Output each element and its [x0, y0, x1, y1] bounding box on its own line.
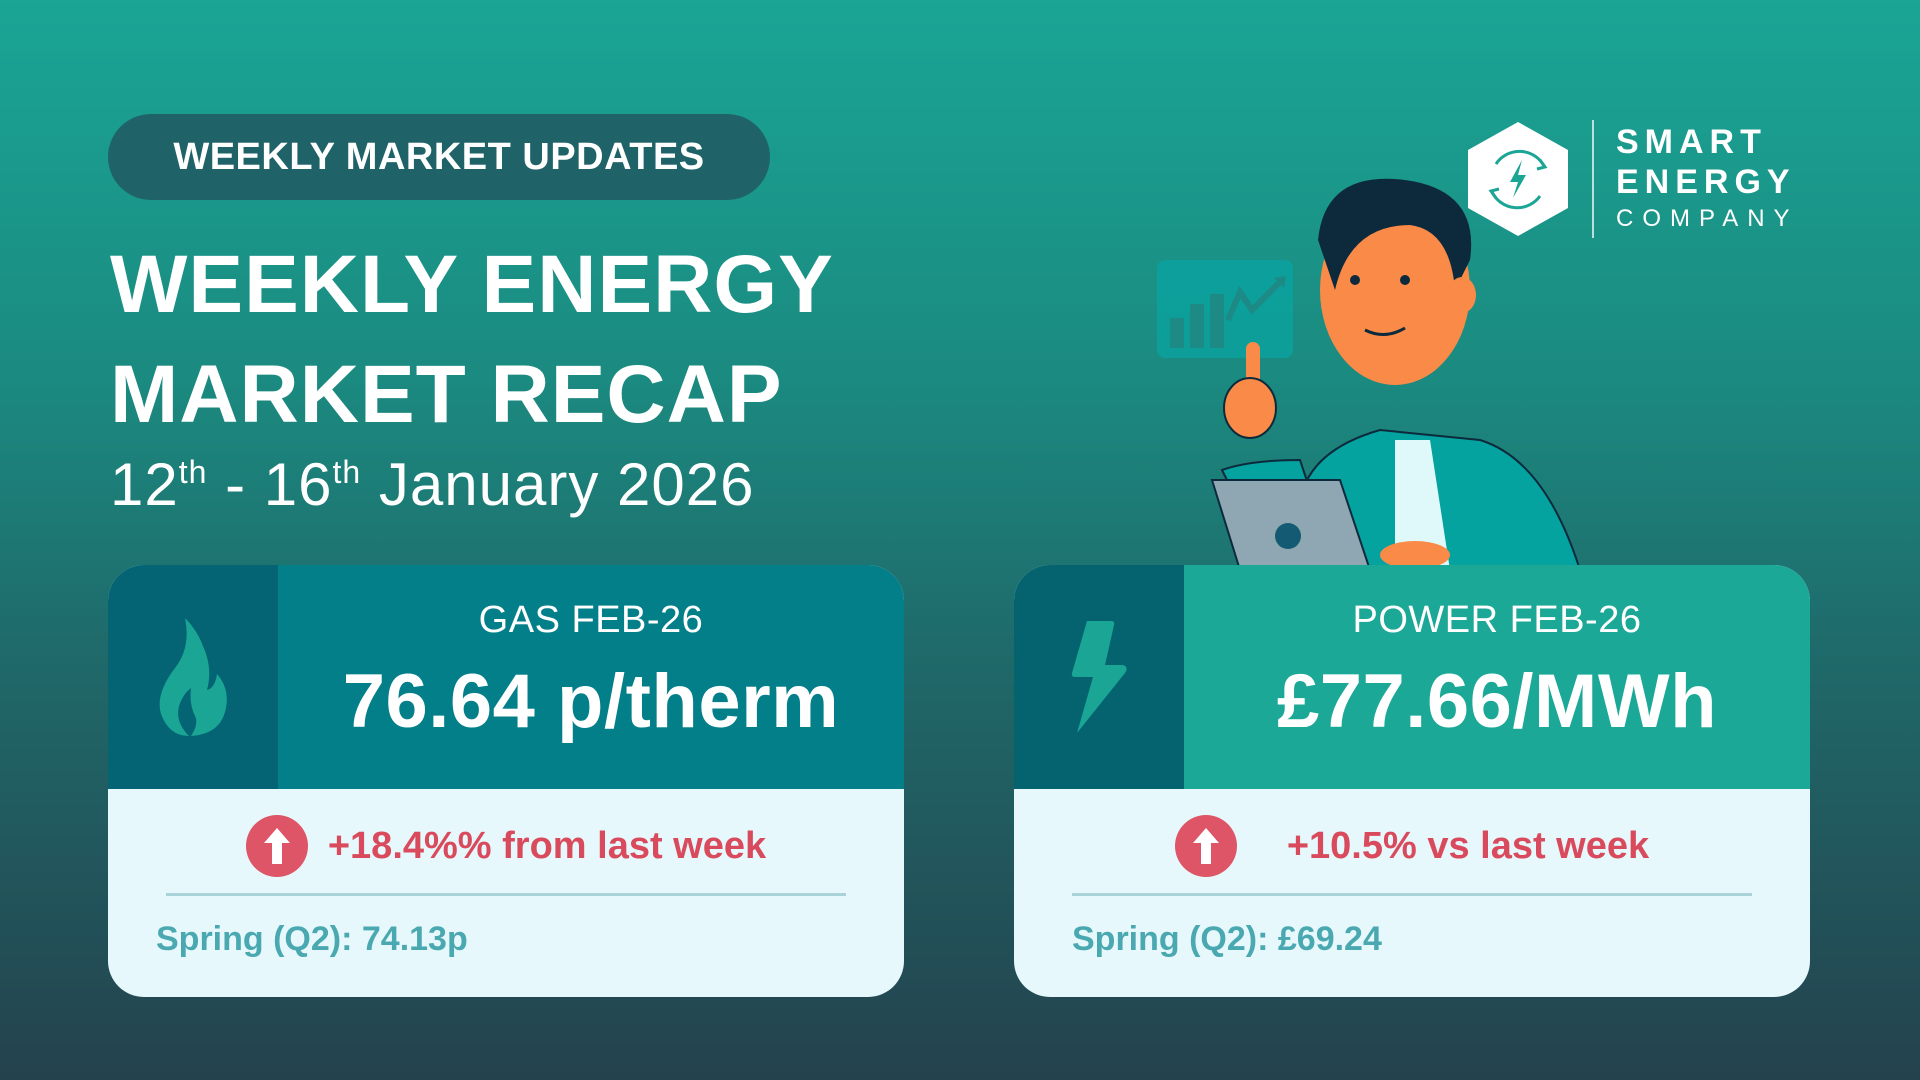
flame-icon: [159, 618, 227, 736]
gas-price-card: GAS FEB-26 76.64 p/therm +18.4%% from la…: [108, 565, 904, 997]
gas-divider: [166, 893, 846, 896]
bar-chart-trend-up-icon: [1157, 260, 1293, 358]
power-change-text: +10.5% vs last week: [1286, 824, 1650, 867]
man-with-laptop-illustration: [1157, 178, 1582, 570]
logo-line-1: SMART: [1616, 123, 1767, 161]
start-day: 12: [110, 451, 179, 518]
badge-label: WEEKLY MARKET UPDATES: [173, 135, 705, 178]
gas-change: +18.4%% from last week: [108, 815, 904, 877]
pointing-hand: [1223, 342, 1277, 439]
page-title: WEEKLY ENERGY MARKET RECAP: [110, 230, 834, 450]
month-year: January 2026: [361, 451, 755, 518]
gas-label: GAS FEB-26: [478, 599, 704, 641]
gas-change-text: +18.4%% from last week: [327, 824, 767, 867]
start-suffix: th: [178, 454, 208, 490]
laptop-icon: [1210, 479, 1372, 570]
weekly-updates-badge: WEEKLY MARKET UPDATES: [108, 114, 770, 200]
power-price-card: POWER FEB-26 £77.66/MWh +10.5% vs last w…: [1014, 565, 1810, 997]
lightning-bolt-icon: [1071, 621, 1127, 733]
gas-spring-price: Spring (Q2): 74.13p: [156, 920, 468, 958]
date-separator: -: [207, 451, 264, 518]
arrow-up-icon: [245, 815, 308, 877]
title-line-2: MARKET RECAP: [110, 349, 783, 440]
logo-line-2: ENERGY: [1616, 163, 1796, 201]
power-price-value: £77.66/MWh: [1276, 659, 1718, 744]
power-label: POWER FEB-26: [1352, 599, 1642, 641]
hexagon-lightning-cycle-icon: [1468, 122, 1568, 236]
company-logo: SMART ENERGY COMPANY: [1466, 120, 1799, 238]
arrow-up-icon: [1174, 815, 1237, 877]
gas-icon-panel: [108, 565, 278, 789]
power-change: +10.5% vs last week: [1014, 815, 1810, 877]
date-range: 12th - 16th January 2026: [110, 450, 754, 519]
power-icon-panel: [1014, 565, 1184, 789]
logo-divider: [1592, 120, 1594, 238]
end-suffix: th: [332, 454, 362, 490]
logo-line-3: COMPANY: [1616, 205, 1799, 232]
power-divider: [1072, 893, 1752, 896]
end-day: 16: [263, 451, 333, 518]
gas-price-value: 76.64 p/therm: [342, 659, 840, 744]
power-spring-price: Spring (Q2): £69.24: [1072, 920, 1382, 958]
title-line-1: WEEKLY ENERGY: [110, 239, 834, 330]
